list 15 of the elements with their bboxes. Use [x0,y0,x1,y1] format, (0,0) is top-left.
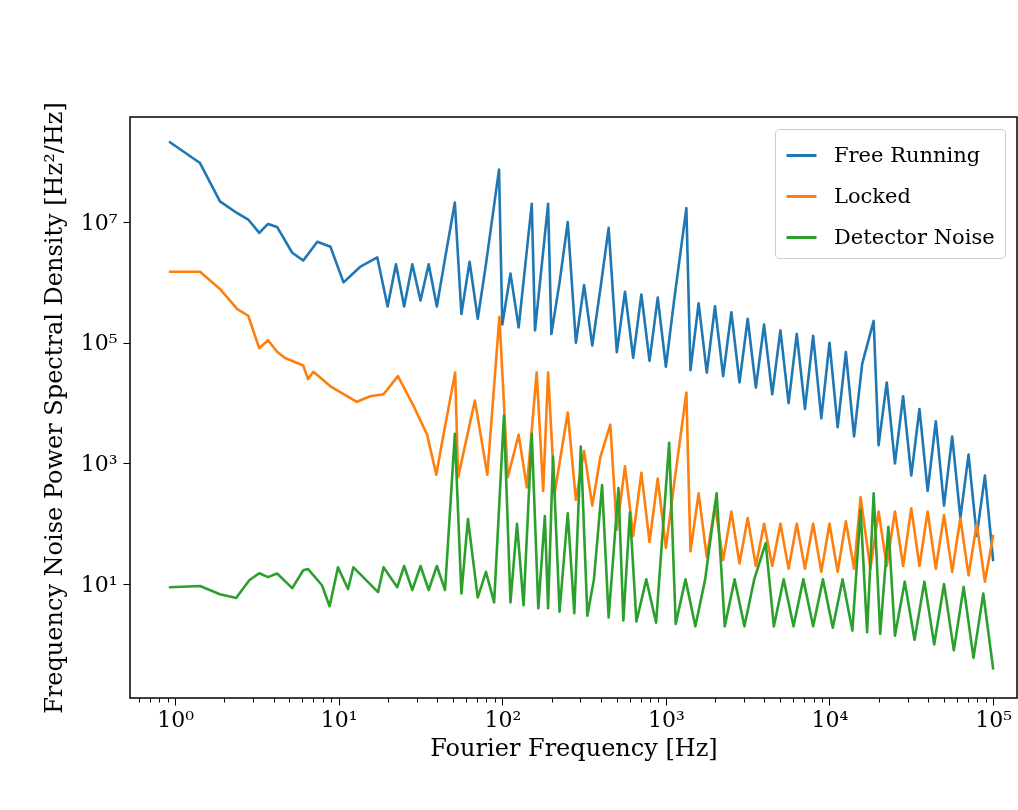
y-axis-title: Frequency Noise Power Spectral Density [Hz²/Hz] [39,102,68,714]
y-tick-label: 10³ [80,450,118,476]
x-tick-label: 10³ [647,706,685,732]
y-tick-label: 10¹ [80,571,118,597]
y-tick-label: 10⁷ [80,209,118,235]
x-tick-label: 10² [484,706,522,732]
x-tick-label: 10¹ [320,706,358,732]
x-tick-label: 10⁰ [157,706,195,732]
legend-label: Detector Noise [834,224,995,249]
x-tick-label: 10⁵ [975,706,1013,732]
legend-label: Free Running [834,142,981,167]
y-tick-label: 10⁵ [80,330,118,356]
legend-label: Locked [834,183,911,208]
x-tick-label: 10⁴ [811,706,849,732]
x-axis-title: Fourier Frequency [Hz] [430,733,718,762]
